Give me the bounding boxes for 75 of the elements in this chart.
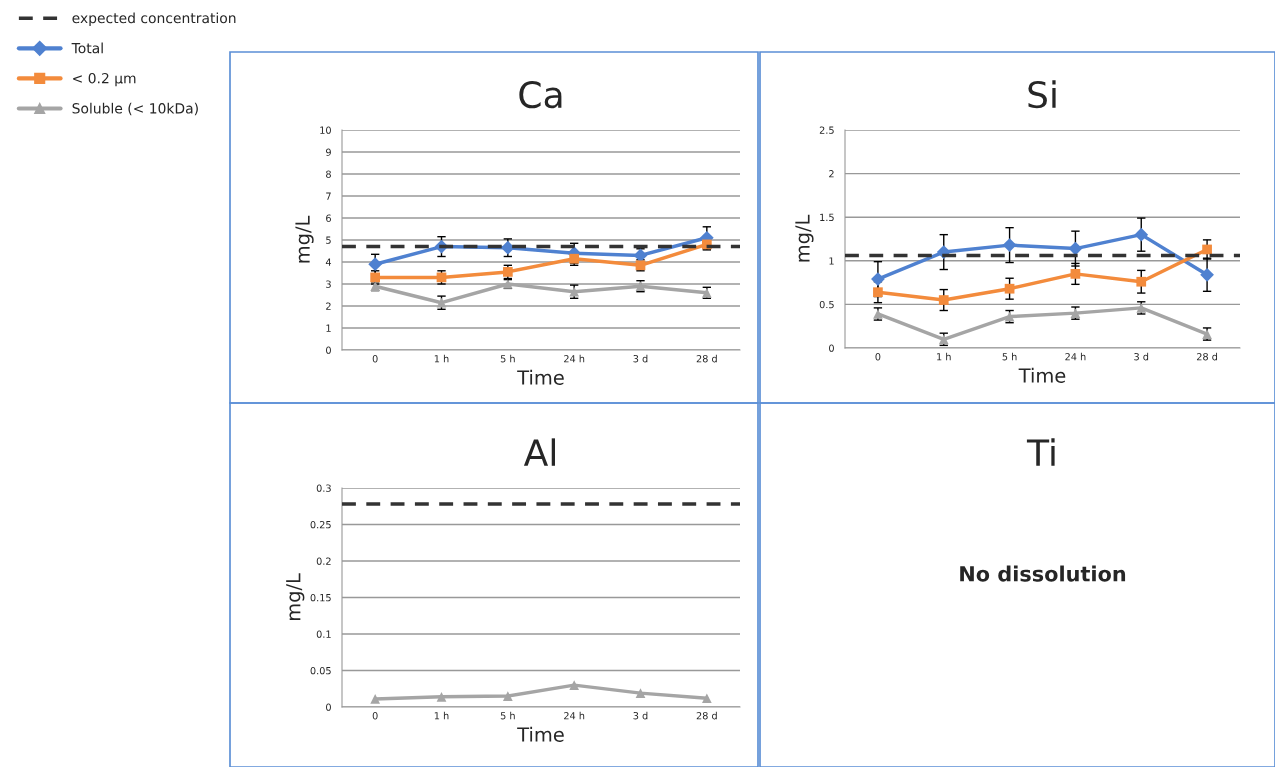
x-tick-label: 5 h bbox=[1002, 352, 1017, 361]
point bbox=[1004, 283, 1015, 294]
y-tick-label: 1 bbox=[326, 324, 331, 332]
chart-title: Al bbox=[523, 438, 555, 466]
y-axis-title: mg/L bbox=[795, 214, 814, 262]
legend-label: Soluble (< 10kDa) bbox=[72, 102, 198, 116]
y-tick-label: 3 bbox=[326, 280, 331, 288]
x-axis-title: Time bbox=[517, 369, 564, 385]
y-tick-label: 7 bbox=[326, 192, 331, 200]
y-tick-label: 0.05 bbox=[310, 666, 331, 675]
x-tick-label: 0 bbox=[875, 353, 881, 361]
y-tick-label: 0 bbox=[829, 344, 834, 352]
chart-title: Ca bbox=[519, 80, 562, 109]
y-tick-label: 0.5 bbox=[819, 300, 834, 309]
point bbox=[1202, 244, 1212, 255]
y-tick-label: 0 bbox=[326, 346, 331, 354]
x-axis-title: Time bbox=[517, 726, 564, 742]
y-tick-label: 0.1 bbox=[316, 630, 331, 638]
point bbox=[938, 295, 949, 305]
point bbox=[1134, 227, 1149, 242]
legend-label: Total bbox=[71, 42, 103, 54]
y-tick-label: 5 bbox=[326, 236, 331, 244]
x-tick-label: 28 d bbox=[696, 711, 717, 720]
x-tick-label: 3 d bbox=[633, 711, 648, 720]
point bbox=[1136, 276, 1147, 287]
point bbox=[873, 287, 883, 298]
y-tick-label: 4 bbox=[325, 258, 332, 266]
y-tick-label: 8 bbox=[326, 170, 331, 178]
legend-label: < 0.2 µm bbox=[73, 72, 136, 87]
x-tick-label: 0 bbox=[372, 712, 378, 720]
y-tick-label: 0.15 bbox=[310, 593, 331, 602]
x-tick-label: 1 h bbox=[937, 352, 951, 361]
point bbox=[370, 694, 381, 704]
point bbox=[1070, 269, 1081, 279]
x-tick-label: 5 h bbox=[500, 354, 515, 363]
y-tick-label: 0 bbox=[326, 703, 331, 711]
text: Ti bbox=[1026, 438, 1055, 466]
chart-title: Si bbox=[1028, 80, 1056, 109]
point bbox=[436, 691, 447, 702]
y-axis-title: mg/L bbox=[286, 573, 305, 621]
x-tick-label: 24 h bbox=[564, 711, 585, 720]
x-tick-label: 1 h bbox=[434, 354, 449, 363]
legend-label: expected concentration bbox=[72, 12, 236, 26]
x-tick-label: 3 d bbox=[633, 354, 648, 363]
point bbox=[502, 691, 513, 701]
x-tick-label: 24 h bbox=[1065, 352, 1086, 361]
point bbox=[569, 680, 580, 690]
point bbox=[871, 272, 885, 286]
y-tick-label: 10 bbox=[320, 126, 331, 134]
x-tick-label: 3 d bbox=[1134, 352, 1149, 361]
y-tick-label: 6 bbox=[326, 214, 331, 222]
x-tick-label: 28 d bbox=[1196, 352, 1218, 361]
x-tick-label: 5 h bbox=[500, 711, 515, 720]
y-tick-label: 2.5 bbox=[819, 126, 834, 134]
point bbox=[635, 688, 646, 698]
point bbox=[368, 257, 383, 272]
text: No dissolution bbox=[960, 565, 1126, 582]
y-tick-label: 2 bbox=[829, 170, 834, 178]
x-tick-label: 0 bbox=[372, 355, 378, 363]
point bbox=[1200, 267, 1214, 282]
y-tick-label: 0.3 bbox=[316, 484, 331, 492]
x-tick-label: 24 h bbox=[564, 354, 585, 363]
y-tick-label: 9 bbox=[326, 148, 331, 156]
y-tick-label: 0.2 bbox=[316, 557, 331, 565]
x-tick-label: 1 h bbox=[434, 711, 449, 720]
x-tick-label: 28 d bbox=[696, 354, 717, 363]
x-axis-title: Time bbox=[1018, 367, 1066, 383]
y-tick-label: 1 bbox=[829, 257, 834, 265]
point bbox=[1002, 238, 1017, 252]
y-axis-title: mg/L bbox=[295, 215, 314, 263]
point bbox=[701, 693, 712, 704]
y-tick-label: 1.5 bbox=[820, 213, 834, 222]
y-tick-label: 2 bbox=[326, 302, 331, 310]
y-tick-label: 0.25 bbox=[310, 520, 331, 529]
point bbox=[1068, 241, 1083, 256]
